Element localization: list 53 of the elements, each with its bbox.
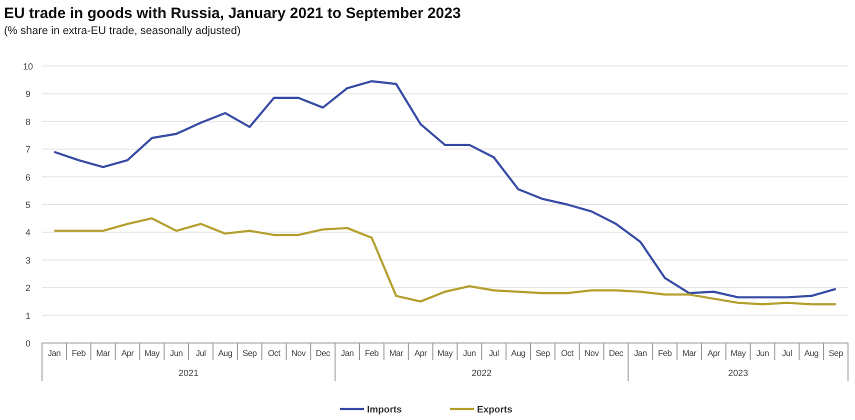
- x-tick-label: Aug: [511, 348, 526, 358]
- x-tick-label: Feb: [72, 348, 86, 358]
- x-tick-label: May: [144, 348, 161, 358]
- x-tick-label: Mar: [96, 348, 110, 358]
- x-tick-label: Feb: [658, 348, 672, 358]
- x-tick-label: Jan: [48, 348, 62, 358]
- x-tick-label: Apr: [121, 348, 134, 358]
- y-tick-label: 4: [25, 228, 31, 238]
- y-tick-label: 9: [25, 89, 31, 100]
- text: 2023: [728, 368, 748, 378]
- line-series: [53, 217, 837, 306]
- text: 2022: [472, 368, 492, 378]
- x-tick-label: Aug: [804, 348, 820, 358]
- legend-label: Exports: [477, 404, 512, 416]
- x-tick-label: May: [437, 348, 454, 358]
- line-series: [53, 80, 837, 298]
- chart-title: EU trade in goods with Russia, January 2021 to September 2023: [4, 5, 461, 22]
- x-tick-label: Aug: [218, 348, 233, 358]
- x-tick-label: Dec: [316, 348, 332, 358]
- x-tick-label: Jun: [463, 348, 476, 358]
- x-tick-label: Jul: [782, 348, 792, 358]
- y-tick-label: 2: [25, 283, 31, 294]
- x-tick-label: Oct: [560, 348, 574, 358]
- legend-label: Imports: [367, 404, 402, 416]
- y-tick-label: 8: [25, 116, 31, 127]
- x-tick-label: Mar: [682, 348, 697, 358]
- x-tick-label: Jun: [170, 348, 184, 358]
- y-tick-label: 5: [25, 200, 31, 210]
- text: 2021: [178, 368, 199, 378]
- y-tick-label: 3: [25, 255, 31, 266]
- y-tick-label: 0: [25, 338, 31, 348]
- x-tick-label: Sep: [828, 348, 844, 358]
- x-tick-label: Dec: [608, 348, 624, 358]
- x-tick-label: Feb: [364, 348, 380, 358]
- x-tick-label: Oct: [268, 348, 282, 358]
- x-tick-label: Jul: [488, 348, 500, 358]
- x-tick-label: Jun: [756, 348, 770, 358]
- x-tick-label: Sep: [242, 348, 258, 358]
- x-tick-label: Jan: [634, 348, 648, 358]
- x-tick-label: Mar: [389, 348, 404, 358]
- x-tick-label: Jan: [340, 348, 354, 358]
- y-tick-label: 1: [25, 310, 31, 321]
- x-tick-label: Jul: [196, 348, 206, 358]
- x-tick-label: May: [730, 348, 747, 358]
- x-tick-label: Apr: [414, 348, 428, 358]
- y-tick-label: 6: [25, 172, 31, 182]
- y-tick-label: 7: [25, 144, 31, 155]
- x-tick-label: Sep: [536, 348, 550, 358]
- x-tick-label: Apr: [708, 348, 720, 358]
- y-tick-label: 10: [22, 62, 34, 72]
- chart-subtitle: (% share in extra-EU trade, seasonally adjusted): [4, 25, 241, 37]
- x-tick-label: Nov: [584, 348, 600, 358]
- x-tick-label: Nov: [291, 348, 307, 358]
